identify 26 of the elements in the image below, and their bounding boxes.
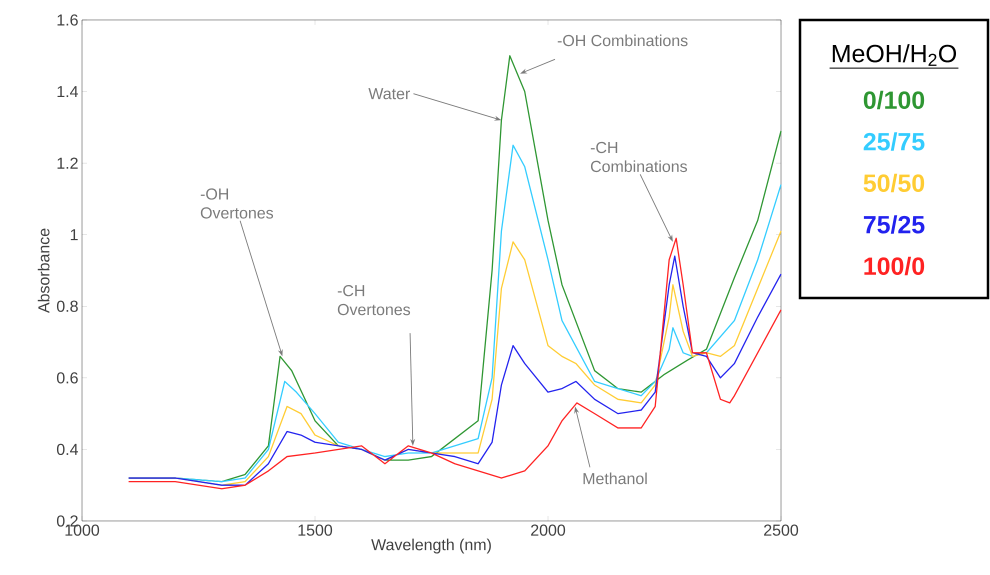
y-tick-label: 0.4 [56, 444, 78, 456]
y-tick-label: 1.6 [58, 14, 78, 26]
text: 0/100 [864, 90, 924, 110]
y-tick-label: 1 [70, 229, 78, 240]
x-axis-title: Wavelength (nm) [371, 538, 491, 554]
y-tick-label: 0.6 [56, 372, 78, 384]
y-tick-label: 0.2 [56, 515, 78, 527]
y-axis-title: Absorbance [38, 228, 50, 313]
annotation: -OH Overtones [200, 188, 274, 219]
annotation: -CH Combinations [590, 142, 688, 172]
annotation: -OH Combinations [558, 34, 688, 46]
legend-title: MeOH/H$_{2}$O [832, 44, 956, 66]
y-tick-label: 1.2 [58, 158, 78, 169]
text: 75/25 [864, 215, 924, 234]
x-tick-label: 1500 [298, 524, 332, 536]
text: 25/75 [864, 132, 924, 151]
annotation: -CH Overtones [338, 285, 410, 316]
x-tick-label: 1000 [66, 524, 100, 536]
text: 100/0 [864, 256, 924, 276]
y-tick-label: 1.4 [58, 86, 78, 98]
text: 50/50 [864, 174, 924, 192]
x-tick-label: 2000 [531, 524, 566, 536]
y-tick-label: 0.8 [56, 300, 78, 312]
annotation: Water [368, 88, 410, 100]
x-tick-label: 2500 [764, 524, 798, 536]
annotation: Methanol [584, 472, 647, 484]
